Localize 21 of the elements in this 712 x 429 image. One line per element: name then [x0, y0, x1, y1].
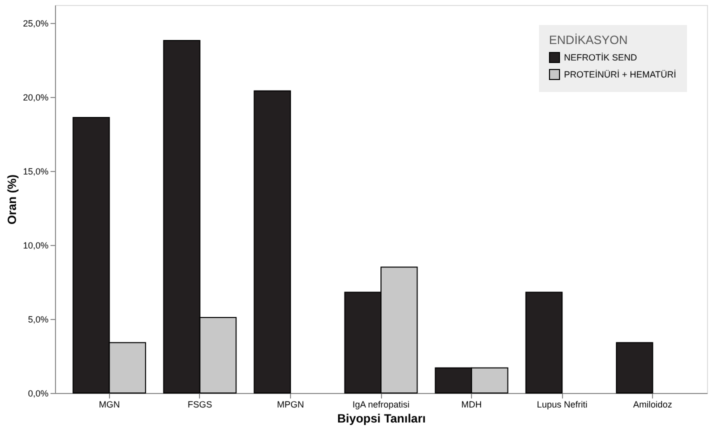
bar: [254, 90, 291, 394]
x-tick-label: MPGN: [276, 400, 304, 410]
legend-label: PROTEİNÜRİ + HEMATÜRİ: [564, 70, 676, 80]
y-tick-label: 0,0%: [28, 388, 48, 398]
bar: [525, 292, 563, 394]
y-tick-label: 10,0%: [22, 240, 48, 250]
legend-title: ENDİKASYON: [549, 33, 628, 47]
y-tick-label: 15,0%: [22, 166, 48, 176]
x-axis-title: Biyopsi Tanıları: [337, 412, 426, 426]
legend-label: NEFROTİK SEND: [564, 52, 638, 62]
y-tick-label: 5,0%: [28, 314, 48, 324]
x-tick-label: IgA nefropatisi: [352, 400, 410, 410]
x-tick-label: Amiloidoz: [633, 400, 673, 410]
y-axis-title: Oran (%): [4, 174, 19, 225]
x-tick-label: MGN: [98, 400, 120, 410]
y-tick-label: 20,0%: [22, 92, 48, 102]
x-tick-label: Lupus Nefriti: [536, 400, 588, 410]
x-tick-label: MDH: [461, 400, 482, 410]
bar: [616, 342, 654, 394]
x-tick-label: FSGS: [188, 400, 212, 410]
y-tick-label: 25,0%: [22, 18, 48, 28]
